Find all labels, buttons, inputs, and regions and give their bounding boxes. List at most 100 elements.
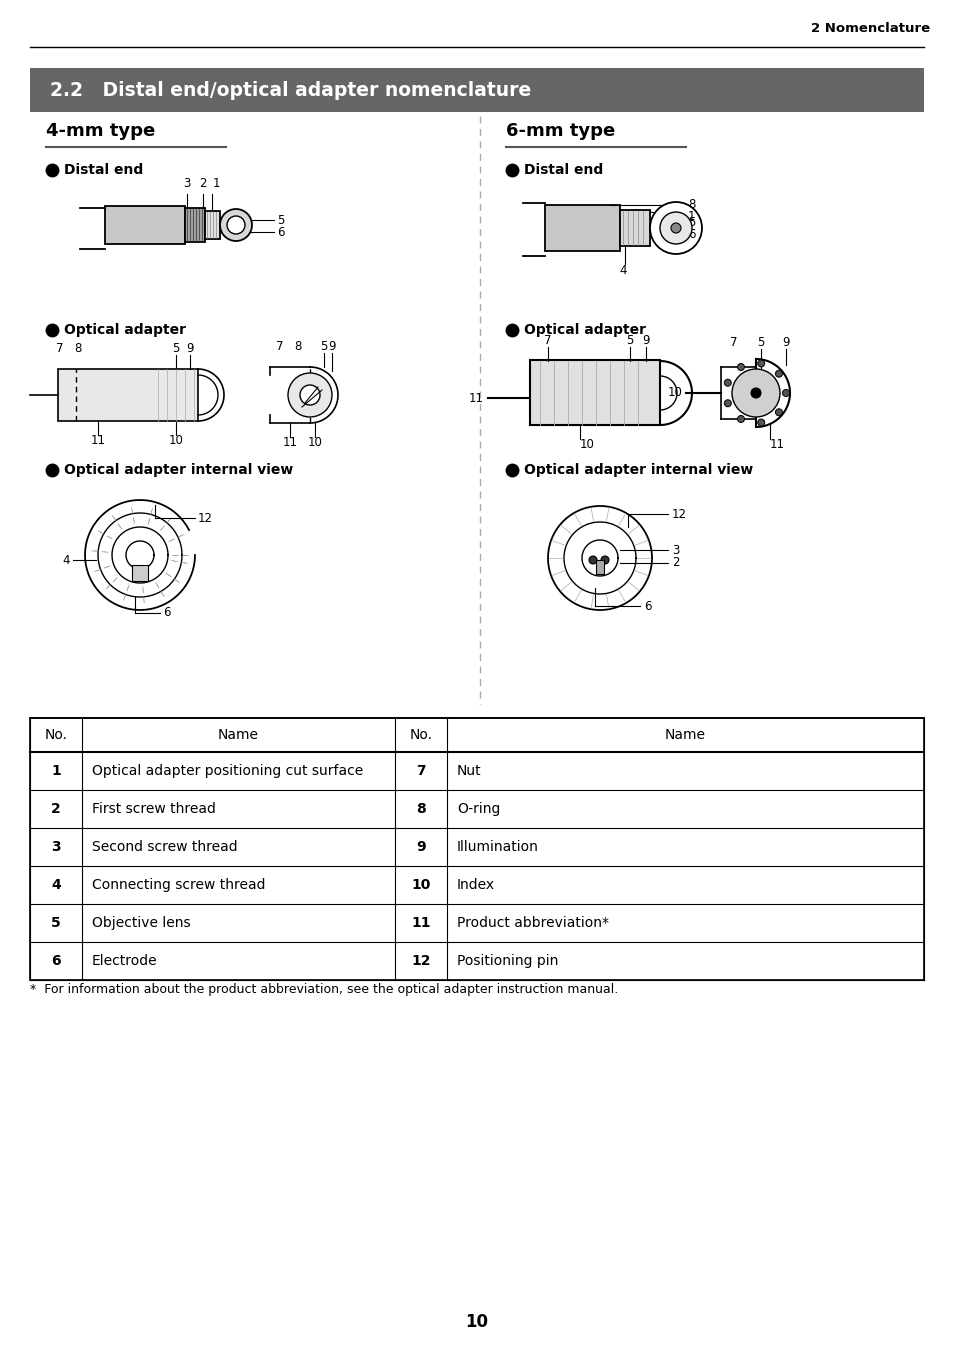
Text: No.: No. [45,727,68,742]
Circle shape [731,369,780,416]
Text: 11: 11 [91,434,106,448]
Circle shape [670,223,680,233]
Text: 10: 10 [579,438,595,452]
Text: 9: 9 [781,337,789,350]
Text: 2 Nomenclature: 2 Nomenclature [810,22,929,35]
Text: 7: 7 [56,342,64,356]
Text: 7: 7 [276,341,283,353]
Circle shape [781,389,789,396]
Text: 2.2   Distal end/optical adapter nomenclature: 2.2 Distal end/optical adapter nomenclat… [50,81,531,100]
Text: Connecting screw thread: Connecting screw thread [91,877,265,892]
Circle shape [588,556,597,564]
Circle shape [775,370,781,377]
Circle shape [775,408,781,416]
Text: 2: 2 [51,802,61,817]
Text: 12: 12 [671,507,686,521]
Text: 10: 10 [307,437,322,449]
Bar [105,206,185,243]
Text: 9: 9 [186,342,193,356]
Text: O-ring: O-ring [456,802,500,817]
Text: 6: 6 [687,227,695,241]
Bar [205,211,220,239]
Text: 10: 10 [169,434,183,448]
Text: No.: No. [409,727,432,742]
Text: 6: 6 [163,607,171,619]
Circle shape [737,364,743,370]
Text: Illumination: Illumination [456,840,538,854]
Text: 12: 12 [411,955,431,968]
Text: 7: 7 [543,334,551,347]
Text: 11: 11 [769,438,784,452]
Text: Index: Index [456,877,495,892]
Text: 4: 4 [63,553,70,566]
Text: Optical adapter: Optical adapter [523,323,645,337]
Text: Optical adapter internal view: Optical adapter internal view [64,462,293,477]
Text: Product abbreviation*: Product abbreviation* [456,917,608,930]
Text: 11: 11 [411,917,431,930]
Text: 2: 2 [671,557,679,569]
Text: 3: 3 [183,177,191,191]
Bar [58,369,198,420]
Text: Distal end: Distal end [523,164,602,177]
Text: 3: 3 [51,840,61,854]
Text: Objective lens: Objective lens [91,917,191,930]
Text: 10: 10 [667,387,682,399]
Text: 6: 6 [51,955,61,968]
Bar [544,206,619,251]
Text: 6: 6 [643,599,651,612]
Text: 5: 5 [172,342,179,356]
Text: 8: 8 [74,342,82,356]
Circle shape [757,419,764,426]
Text: 2: 2 [199,177,207,191]
Bar [30,718,923,980]
Bar [132,565,148,581]
Circle shape [757,360,764,366]
Text: 6-mm type: 6-mm type [505,122,615,141]
Text: Positioning pin: Positioning pin [456,955,558,968]
Text: Name: Name [664,727,705,742]
Text: 4-mm type: 4-mm type [46,122,155,141]
Text: Optical adapter positioning cut surface: Optical adapter positioning cut surface [91,764,363,777]
Text: Optical adapter: Optical adapter [64,323,186,337]
Circle shape [723,380,731,387]
Text: 7: 7 [729,337,737,350]
Text: 1: 1 [51,764,61,777]
Circle shape [649,201,701,254]
Text: First screw thread: First screw thread [91,802,215,817]
Bar [596,560,603,575]
Text: 5: 5 [687,216,695,230]
Bar [185,208,205,242]
Text: 8: 8 [416,802,425,817]
Text: *  For information about the product abbreviation, see the optical adapter instr: * For information about the product abbr… [30,983,618,996]
Bar [530,360,659,425]
Text: 1: 1 [212,177,219,191]
Circle shape [737,415,743,422]
Circle shape [723,400,731,407]
Text: 5: 5 [626,334,633,347]
Circle shape [299,385,319,406]
Text: Electrode: Electrode [91,955,157,968]
Text: 10: 10 [465,1313,488,1330]
Text: 8: 8 [294,341,301,353]
Text: 5: 5 [320,341,327,353]
Circle shape [227,216,245,234]
Text: 5: 5 [276,214,284,227]
Text: 4: 4 [51,877,61,892]
Text: 11: 11 [469,392,483,404]
Text: 5: 5 [51,917,61,930]
Circle shape [288,373,332,416]
Text: 7: 7 [416,764,425,777]
Text: Name: Name [217,727,258,742]
Text: 9: 9 [641,334,649,347]
Text: 9: 9 [328,341,335,353]
Text: Second screw thread: Second screw thread [91,840,237,854]
Text: 10: 10 [411,877,430,892]
Text: Optical adapter internal view: Optical adapter internal view [523,462,753,477]
Circle shape [750,388,760,397]
Text: Nut: Nut [456,764,481,777]
Circle shape [220,210,252,241]
Circle shape [600,556,608,564]
Text: 8: 8 [687,199,695,211]
Bar [30,68,923,112]
Text: 12: 12 [198,511,213,525]
